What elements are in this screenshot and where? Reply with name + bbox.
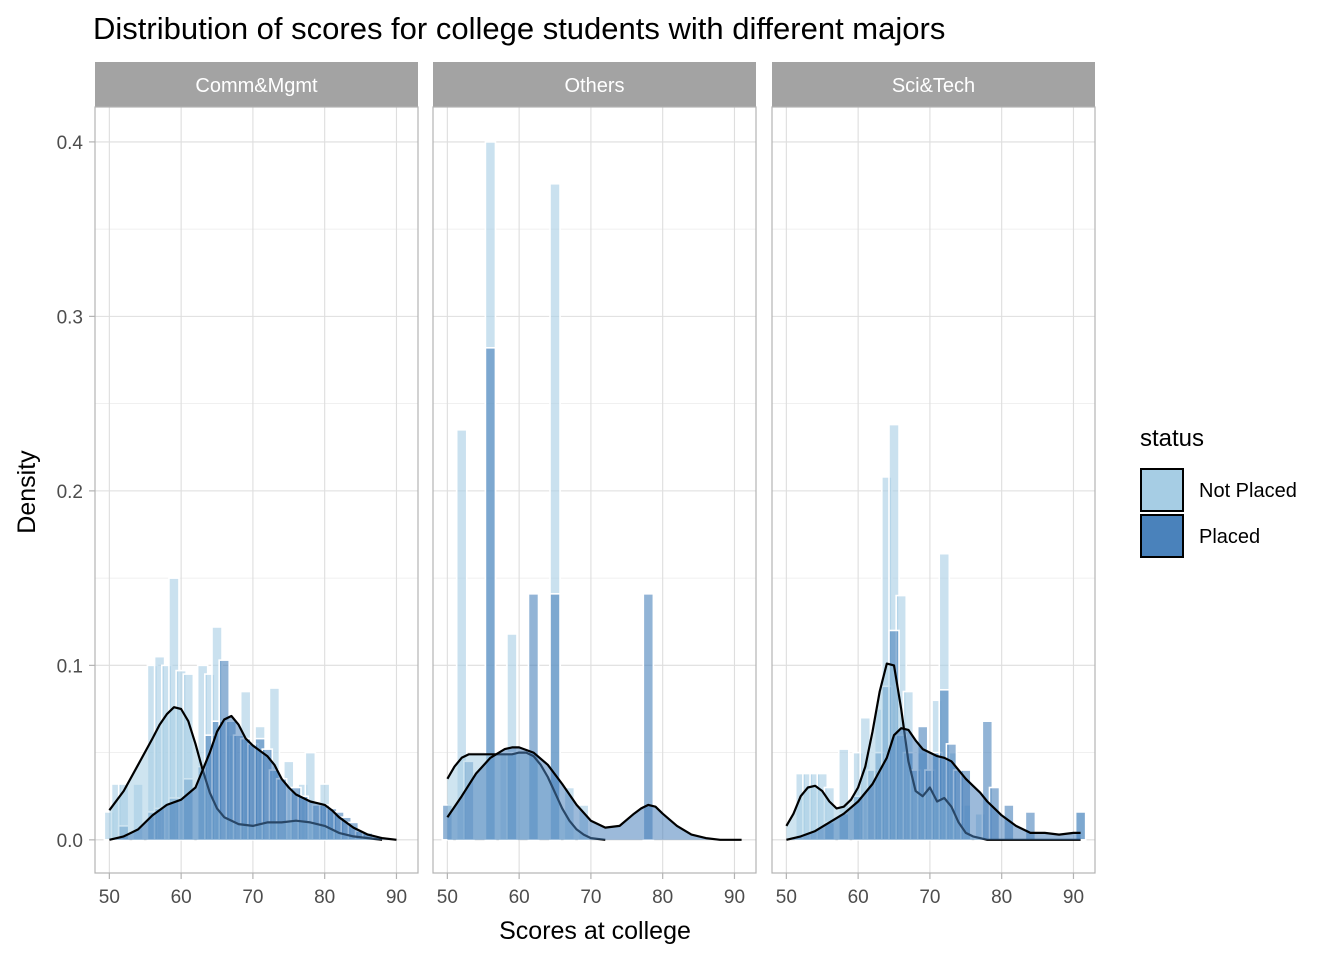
panel-border [94, 106, 419, 874]
hist-bar [1074, 811, 1087, 841]
x-tick-label: 90 [724, 887, 745, 908]
legend-label: Placed [1199, 526, 1260, 548]
x-axis-title: Scores at college [499, 917, 691, 945]
density-line [446, 746, 742, 841]
y-tick-label: 0.2 [57, 482, 83, 503]
legend-title: status [1140, 425, 1204, 452]
hist-bar [455, 429, 468, 841]
x-tick-label: 80 [652, 887, 673, 908]
y-tick-label: 0.4 [57, 133, 84, 154]
density-area [786, 663, 1081, 840]
panel-border [432, 106, 757, 874]
density-line [786, 727, 1081, 841]
facet-strip [95, 62, 418, 107]
x-tick-label: 60 [171, 887, 192, 908]
legend-label: Not Placed [1199, 480, 1297, 502]
y-axis-title: Density [13, 450, 41, 534]
legend: status Not Placed Placed [1140, 425, 1297, 558]
panel-sci-tech: Sci&Tech 50 60 70 80 90 [771, 62, 1096, 908]
x-tick-label: 80 [314, 887, 335, 908]
density-area [447, 747, 742, 840]
x-tick-label: 60 [509, 887, 530, 908]
x-tick-label: 50 [437, 887, 458, 908]
hist-bar [484, 346, 497, 841]
hist-bar [642, 593, 655, 841]
y-tick-label: 0.3 [57, 307, 83, 328]
facet-strip [433, 62, 756, 107]
density-line [109, 714, 397, 841]
x-tick-label: 70 [919, 887, 940, 908]
x-tick-label: 80 [991, 887, 1012, 908]
x-tick-label: 90 [386, 887, 407, 908]
x-tick-label: 70 [242, 887, 263, 908]
panel-others: Others 50 60 70 80 90 [432, 62, 757, 908]
facet-strip [772, 62, 1095, 107]
y-tick-label: 0.1 [57, 656, 83, 677]
x-tick-label: 50 [776, 887, 797, 908]
chart-title: Distribution of scores for college stude… [93, 11, 945, 46]
legend-key [1140, 468, 1184, 512]
panel-comm-mgmt: Comm&Mgmt 50 60 70 80 90 [94, 62, 419, 908]
x-tick-label: 90 [1063, 887, 1084, 908]
panel-border [771, 106, 1096, 874]
legend-key [1140, 514, 1184, 558]
hist-bar [527, 593, 540, 841]
hist-bar [549, 593, 561, 841]
y-tick-label: 0.0 [57, 831, 83, 852]
facet-strip-label: Sci&Tech [892, 75, 975, 97]
facet-strip-label: Others [564, 75, 624, 97]
x-tick-label: 60 [848, 887, 869, 908]
x-tick-label: 70 [580, 887, 601, 908]
x-tick-label: 50 [99, 887, 120, 908]
facet-strip-label: Comm&Mgmt [195, 75, 318, 97]
density-area [109, 716, 397, 840]
density-area [786, 728, 1081, 840]
